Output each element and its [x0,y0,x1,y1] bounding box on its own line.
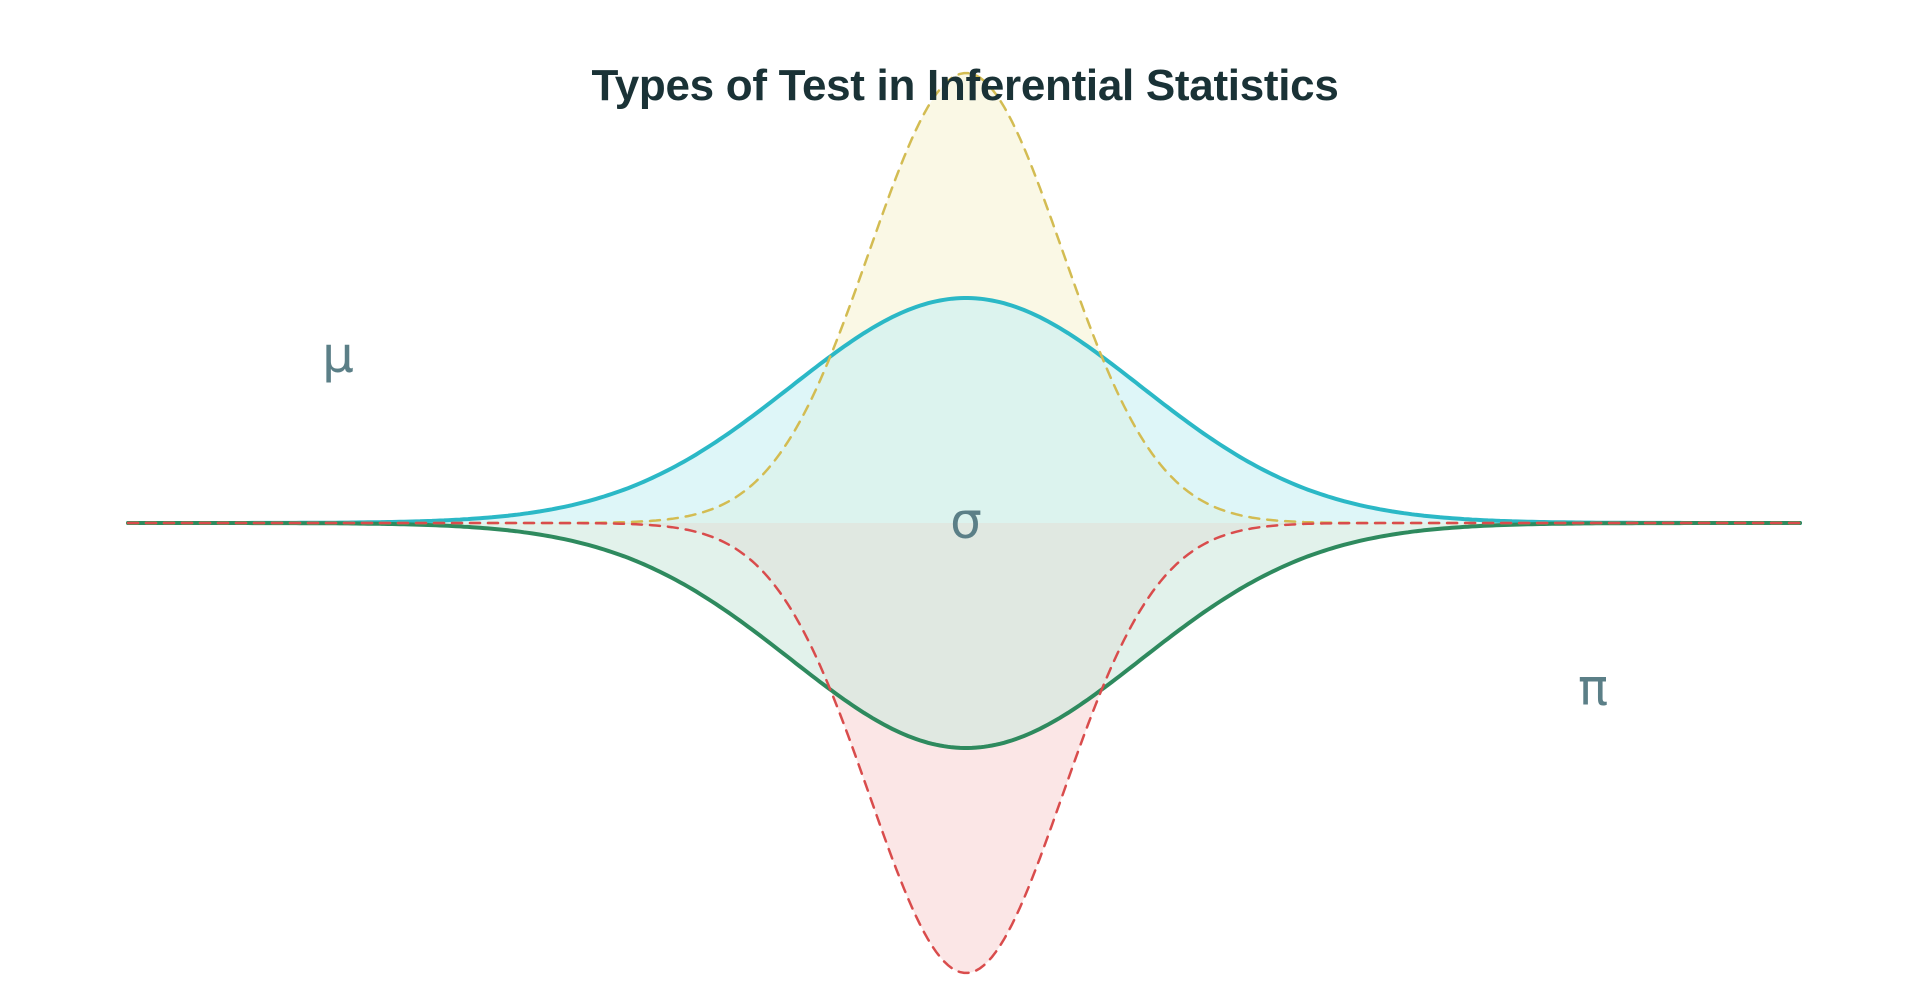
sigma-symbol: σ [950,492,982,550]
diagram-title: Types of Test in Inferential Statistics [591,61,1338,110]
mu-symbol: μ [322,326,354,384]
teal-upper-area [128,298,1802,523]
red-lower-curve [126,521,1802,975]
curve-lines [126,71,1802,975]
green-lower-curve [126,521,1802,750]
teal-upper-curve [126,296,1802,525]
green-lower-area [128,523,1802,748]
pi-symbol: π [1578,659,1608,717]
